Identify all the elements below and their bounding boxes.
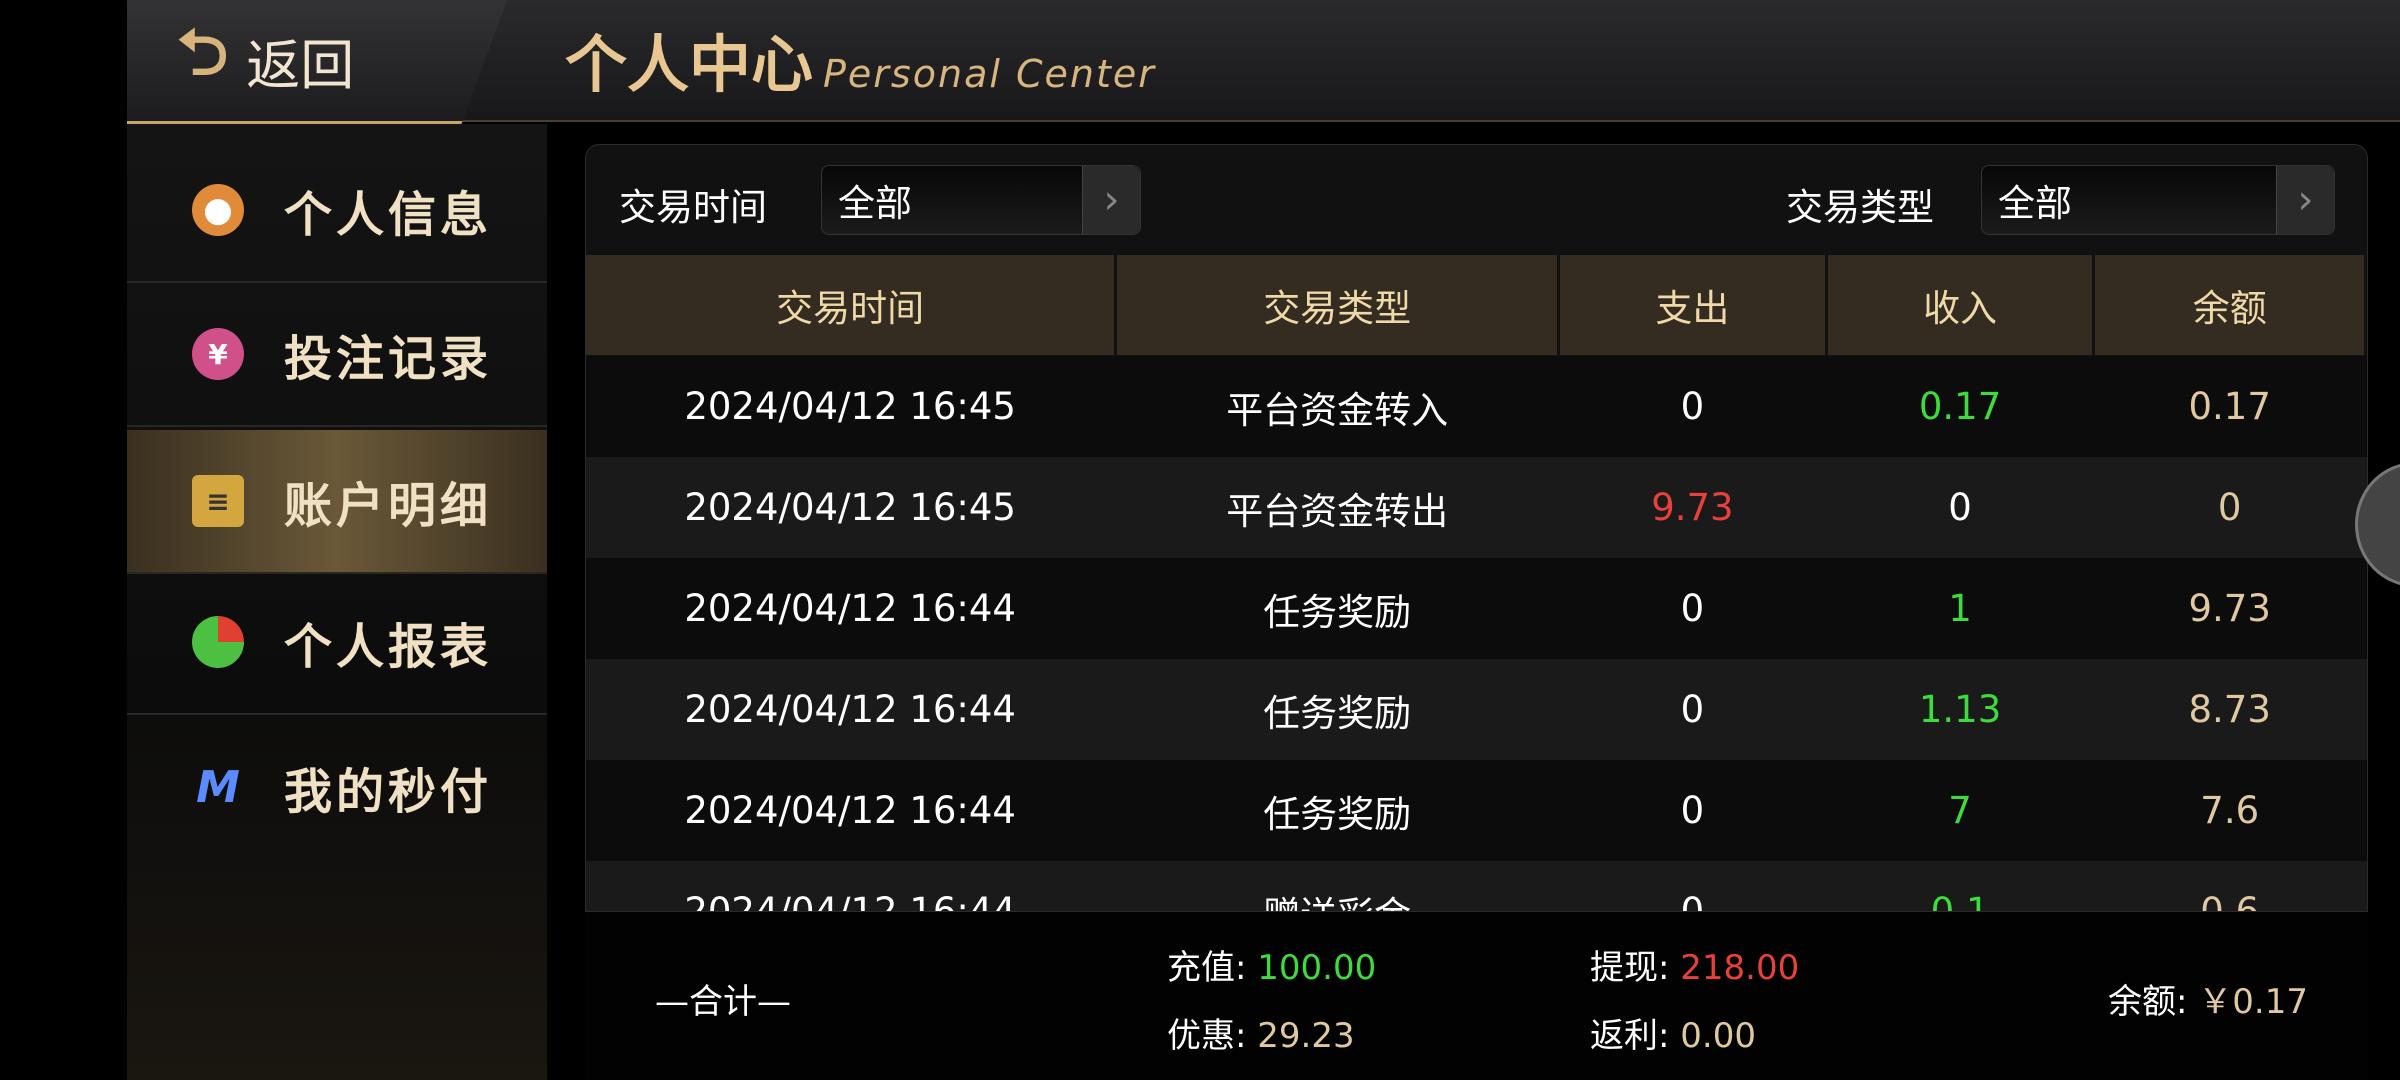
- cell-type: 任务奖励: [1263, 792, 1412, 836]
- sidebar-item-personal-report[interactable]: 个人报表: [127, 571, 547, 715]
- cell-balance: 0.17: [2188, 385, 2271, 428]
- table-row: 2024/04/12 16:45 平台资金转入 0 0.17 0.17: [586, 356, 2367, 457]
- cell-expense: 0: [1680, 789, 1705, 832]
- chevron-right-icon: ›: [1082, 166, 1140, 234]
- balance-value: ￥0.17: [2198, 982, 2308, 1022]
- sidebar-item-label: 我的秒付: [284, 764, 493, 820]
- cell-type: 任务奖励: [1263, 691, 1412, 735]
- account-details-panel: 交易时间 全部 › 交易类型 全部 › 交易时间 交易类型 支出 收入 余额 2…: [585, 144, 2368, 912]
- recharge-summary: 充值: 100.00: [1167, 940, 1376, 989]
- sidebar-item-label: 投注记录: [284, 331, 493, 387]
- sidebar-item-my-quickpay[interactable]: M 我的秒付: [127, 715, 547, 859]
- back-arrow-icon: ⮌: [177, 15, 229, 90]
- cell-expense: 9.73: [1651, 486, 1734, 529]
- cell-type: 平台资金转入: [1226, 388, 1449, 432]
- column-header: 交易时间: [586, 255, 1115, 355]
- table-row: 2024/04/12 16:45 平台资金转出 9.73 0 0: [586, 457, 2367, 558]
- sidebar-item-label: 个人报表: [284, 619, 493, 675]
- cell-type: 赠送彩金: [1117, 861, 1557, 912]
- summary-footer: —合计— 充值: 100.00 优惠: 29.23 提现: 218.00 返利:…: [585, 912, 2368, 1080]
- column-header: 支出: [1560, 255, 1825, 355]
- balance-summary: 余额: ￥0.17: [2108, 974, 2308, 1023]
- table-header: 交易时间 交易类型 支出 收入 余额: [586, 255, 2367, 355]
- cell-income: 0.1: [1930, 890, 1990, 912]
- sidebar-item-account-details[interactable]: ≡ 账户明细: [127, 430, 547, 574]
- cell-type: 平台资金转出: [1226, 489, 1449, 533]
- rebate-summary: 返利: 0.00: [1590, 1008, 1756, 1057]
- cell-income: 0: [1948, 486, 1972, 529]
- cell-income: 1.13: [1918, 688, 2002, 731]
- sidebar-item-personal-info[interactable]: ● 个人信息: [127, 139, 547, 283]
- cell-expense: 0: [1680, 688, 1705, 731]
- withdraw-value: 218.00: [1680, 948, 1800, 988]
- cell-balance: 0.6: [2200, 890, 2260, 912]
- cell-balance: 8.73: [2188, 688, 2271, 731]
- title-en: Personal Center: [823, 52, 1156, 96]
- page-title: 个人中心 Personal Center: [565, 14, 1156, 104]
- chevron-right-icon: ›: [2276, 166, 2334, 234]
- column-header: 交易类型: [1117, 255, 1558, 355]
- title-cn: 个人中心: [565, 28, 814, 101]
- withdraw-label: 提现:: [1590, 948, 1670, 988]
- cell-balance: 7.6: [2200, 789, 2260, 832]
- m-logo-icon: M: [196, 761, 240, 813]
- column-header: 收入: [1827, 255, 2093, 355]
- discount-value: 29.23: [1257, 1016, 1355, 1056]
- discount-summary: 优惠: 29.23: [1167, 1008, 1355, 1057]
- back-button[interactable]: ⮌ 返回: [127, 0, 507, 124]
- cell-expense: 0: [1680, 890, 1705, 912]
- table-row: 2024/04/12 16:44 任务奖励 0 7 7.6: [586, 760, 2367, 861]
- discount-label: 优惠:: [1167, 1016, 1247, 1056]
- time-filter-value: 全部: [838, 182, 912, 225]
- coins-icon: ¥: [192, 328, 244, 380]
- balance-label: 余额:: [2108, 982, 2188, 1022]
- cell-expense: 0: [1680, 587, 1705, 630]
- sidebar-item-label: 个人信息: [284, 187, 493, 243]
- type-filter-dropdown[interactable]: 全部 ›: [1981, 165, 2335, 235]
- time-filter-label: 交易时间: [619, 186, 767, 229]
- cell-balance: 9.73: [2188, 587, 2271, 630]
- rebate-value: 0.00: [1680, 1016, 1756, 1056]
- back-label: 返回: [246, 34, 355, 97]
- table-row: 2024/04/12 16:44 任务奖励 0 1 9.73: [586, 558, 2367, 659]
- header-bar: [127, 0, 2400, 122]
- recharge-value: 100.00: [1257, 948, 1377, 988]
- cell-time: 2024/04/12 16:44: [684, 587, 1016, 630]
- withdraw-summary: 提现: 218.00: [1590, 940, 1799, 989]
- pie-chart-icon: [192, 616, 244, 668]
- user-icon: ●: [192, 184, 244, 236]
- cell-time: 2024/04/12 16:45: [684, 385, 1016, 428]
- sidebar-item-bet-records[interactable]: ¥ 投注记录: [127, 283, 547, 427]
- cell-time: 2024/04/12 16:44: [684, 890, 1016, 912]
- column-header: 余额: [2095, 255, 2365, 355]
- cell-time: 2024/04/12 16:45: [684, 486, 1016, 529]
- cell-type: 任务奖励: [1263, 590, 1412, 634]
- sidebar: ● 个人信息 ¥ 投注记录 ≡ 账户明细 个人报表 M 我的秒付: [127, 124, 547, 1080]
- time-filter-dropdown[interactable]: 全部 ›: [821, 165, 1141, 235]
- total-label: —合计—: [655, 982, 791, 1022]
- type-filter-value: 全部: [1998, 182, 2072, 225]
- cell-time: 2024/04/12 16:44: [684, 789, 1016, 832]
- rebate-label: 返利:: [1590, 1016, 1670, 1056]
- cell-income: 1: [1948, 587, 1972, 630]
- type-filter-label: 交易类型: [1786, 186, 1934, 229]
- cell-expense: 0: [1680, 385, 1705, 428]
- cell-income: 7: [1948, 789, 1972, 832]
- recharge-label: 充值:: [1167, 948, 1247, 988]
- table-row: 2024/04/12 16:44 任务奖励 0 1.13 8.73: [586, 659, 2367, 760]
- cell-time: 2024/04/12 16:44: [684, 688, 1016, 731]
- ledger-search-icon: ≡: [192, 475, 244, 527]
- cell-income: 0.17: [1918, 385, 2002, 428]
- table-row: 2024/04/12 16:44 赠送彩金 0 0.1 0.6: [586, 861, 2367, 912]
- cell-balance: 0: [2217, 486, 2242, 529]
- sidebar-item-label: 账户明细: [284, 478, 493, 534]
